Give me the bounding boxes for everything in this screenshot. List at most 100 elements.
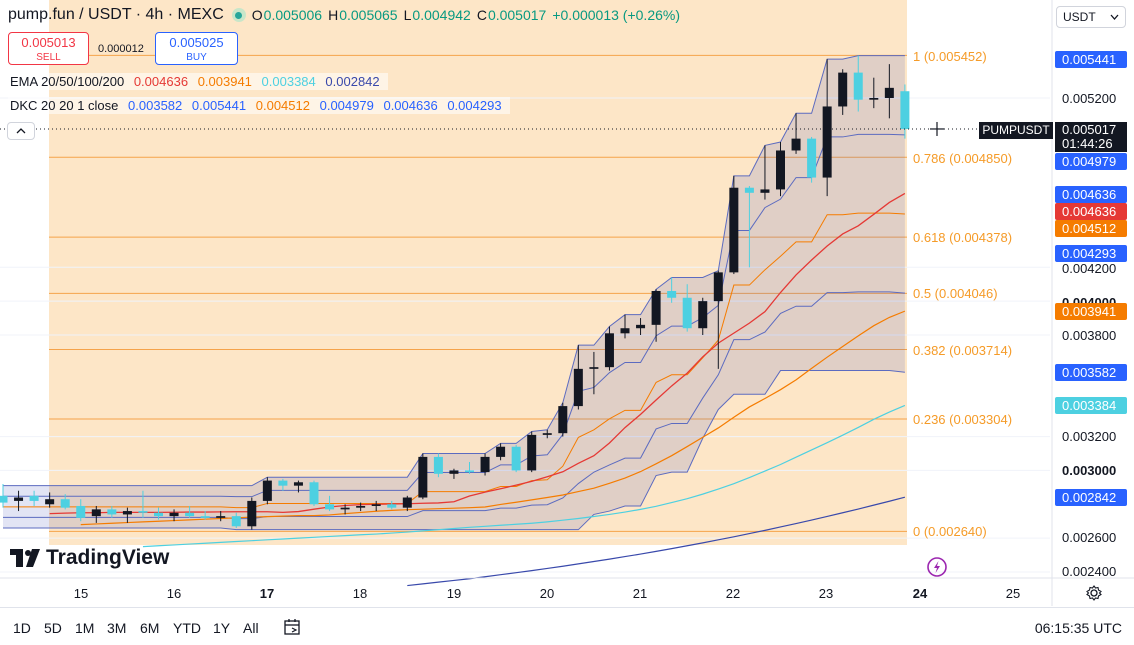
candle-body	[356, 505, 366, 508]
ema-label: EMA 20/50/100/200	[10, 74, 125, 89]
range-1m-button[interactable]: 1M	[75, 620, 95, 636]
time-tick: 24	[912, 586, 928, 601]
price-change: +0.000013 (+0.26%)	[552, 7, 680, 23]
candle-body	[449, 470, 459, 474]
tradingview-logo: TradingView	[10, 546, 169, 570]
dkc-channel-fill	[3, 55, 905, 530]
range-1y-button[interactable]: 1Y	[213, 620, 231, 636]
sell-label: SELL	[36, 52, 61, 63]
range-6m-button[interactable]: 6M	[140, 620, 160, 636]
ohlc-key-high: H	[328, 7, 339, 23]
candle-body	[604, 333, 614, 368]
candle-body	[667, 290, 677, 298]
candle-body	[0, 495, 8, 503]
collapse-legend-button[interactable]	[7, 122, 35, 140]
candle-body	[760, 189, 770, 193]
candle-body	[29, 495, 39, 501]
candle-body	[154, 512, 163, 517]
candle-body	[76, 505, 86, 518]
current-price: 0.005017	[1062, 122, 1117, 137]
price-tick: 0.002600	[1062, 530, 1117, 545]
price-tag-dkc-mid: 0.004512	[1055, 220, 1127, 237]
ohlc-open: 0.005006	[263, 7, 323, 23]
symbol-title[interactable]: pump.fun / USDT · 4h · MEXC	[8, 6, 224, 23]
dkc-value: 0.004293	[447, 98, 502, 113]
time-tick: 19	[446, 586, 462, 601]
candle-body	[185, 512, 195, 517]
chart-area[interactable]	[0, 0, 1134, 606]
candle-body	[387, 504, 397, 508]
dkc-mid-line	[3, 212, 905, 509]
candle-body	[402, 497, 412, 508]
calendar-icon[interactable]	[282, 617, 302, 637]
ema100-line	[142, 404, 906, 548]
candle-body	[573, 368, 583, 407]
currency-select[interactable]: USDT	[1056, 6, 1126, 28]
dkc-value: 0.003582	[128, 98, 183, 113]
chart-canvas[interactable]	[0, 0, 1134, 606]
dkc-label: DKC 20 20 1 close	[10, 98, 119, 113]
candle-body	[465, 470, 474, 473]
bottom-toolbar: 1D 5D 1M 3M 6M YTD 1Y All 06:15:35 UTC	[0, 607, 1134, 645]
price-tick: 0.003000	[1062, 463, 1117, 478]
candle-body	[729, 187, 739, 273]
candle-body	[309, 482, 319, 505]
price-tag-dkc: 0.004979	[1055, 153, 1127, 170]
range-all-button[interactable]: All	[243, 620, 259, 636]
buy-button[interactable]: 0.005025 BUY	[155, 32, 238, 65]
ohlc-key-low: L	[403, 7, 412, 23]
time-tick: 20	[539, 586, 555, 601]
fib-label: 0.382 (0.003714)	[913, 343, 1013, 358]
price-tick: 0.003800	[1062, 328, 1117, 343]
ema200-line	[407, 496, 906, 587]
price-tick: 0.002400	[1062, 564, 1117, 579]
ema-legend[interactable]: EMA 20/50/100/200 0.004636 0.003941 0.00…	[8, 73, 388, 90]
candle-body	[542, 433, 552, 435]
range-3m-button[interactable]: 3M	[107, 620, 127, 636]
price-tag-ema20: 0.004636	[1055, 203, 1127, 220]
candle-body	[45, 499, 55, 505]
ema20-line	[49, 192, 906, 515]
sell-button[interactable]: 0.005013 SELL	[8, 32, 89, 65]
replay-icon[interactable]	[926, 556, 948, 578]
range-ytd-button[interactable]: YTD	[173, 620, 201, 636]
candle-body	[853, 72, 863, 100]
candle-body	[884, 87, 894, 98]
sell-price: 0.005013	[21, 35, 76, 50]
chevron-down-icon	[1110, 14, 1119, 20]
candle-body	[807, 138, 817, 178]
candle-body	[216, 516, 226, 518]
time-tick: 17	[259, 586, 275, 601]
time-tick: 21	[632, 586, 648, 601]
candle-body	[527, 434, 537, 471]
candle-body	[340, 507, 350, 510]
dkc-lower-line	[3, 370, 905, 531]
price-tag-dkc: 0.004293	[1055, 245, 1127, 262]
time-tick: 22	[725, 586, 741, 601]
utc-clock[interactable]: 06:15:35 UTC	[1034, 620, 1122, 636]
candle-body	[589, 367, 599, 369]
price-tag-ema50: 0.003941	[1055, 303, 1127, 320]
ema-value-20: 0.004636	[133, 74, 189, 89]
range-5d-button[interactable]: 5D	[44, 620, 62, 636]
ohlc-key-close: C	[476, 7, 487, 23]
gear-icon[interactable]	[1085, 584, 1103, 602]
time-tick: 16	[166, 586, 182, 601]
symbol-tag: PUMPUSDT	[979, 122, 1053, 139]
ema-value-200: 0.002842	[325, 74, 380, 89]
price-tag-ema200: 0.002842	[1055, 489, 1127, 506]
range-1d-button[interactable]: 1D	[13, 620, 31, 636]
candle-body	[822, 106, 832, 178]
fib-label: 0.236 (0.003304)	[913, 412, 1013, 427]
fib-label: 0.618 (0.004378)	[913, 230, 1013, 245]
dkc-legend[interactable]: DKC 20 20 1 close 0.003582 0.005441 0.00…	[8, 97, 510, 114]
candle-body	[698, 301, 708, 329]
candle-body	[107, 509, 117, 515]
buy-price: 0.005025	[169, 35, 224, 50]
candle-body	[713, 272, 723, 302]
fib-background	[49, 0, 907, 545]
tradingview-logo-icon	[10, 549, 40, 567]
candle-body	[200, 516, 210, 518]
candle-body	[262, 480, 272, 501]
ema-value-100: 0.003384	[261, 74, 316, 89]
